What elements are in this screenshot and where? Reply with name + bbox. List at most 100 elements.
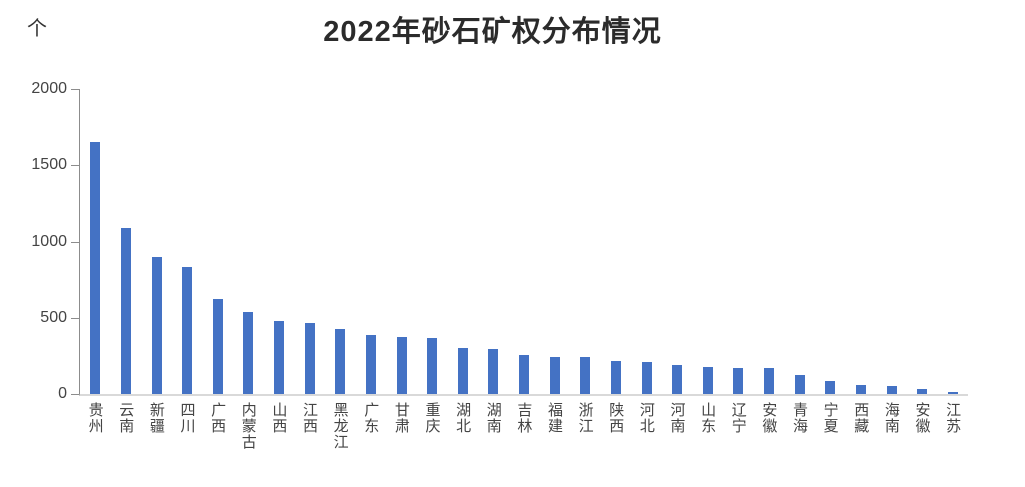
x-tick-label: 海南: [875, 402, 906, 450]
x-tick-label-text: 河北: [637, 402, 655, 434]
x-tick-label: 湖南: [477, 402, 508, 450]
x-tick-label-text: 宁夏: [821, 402, 839, 434]
x-tick-label-text: 河南: [668, 402, 686, 434]
x-tick-label-text: 安徽: [913, 402, 931, 434]
x-tick-label-text: 湖南: [484, 402, 502, 434]
bar-slot: [356, 89, 387, 394]
bar-湖南: [488, 348, 499, 394]
x-tick-label: 贵州: [79, 402, 110, 450]
bar-slot: [417, 89, 448, 394]
bar-宁夏: [825, 380, 836, 394]
bar-slot: [478, 89, 509, 394]
x-tick-label: 辽宁: [722, 402, 753, 450]
y-tick-mark: [71, 89, 79, 90]
x-tick-label-text: 云南: [117, 402, 135, 434]
x-tick-label-text: 陕西: [607, 402, 625, 434]
x-tick-label: 新疆: [140, 402, 171, 450]
bar-湖北: [457, 347, 468, 394]
bar-slot: [601, 89, 632, 394]
x-tick-label-text: 贵州: [86, 402, 104, 434]
x-tick-label-text: 山西: [270, 402, 288, 434]
x-tick-label-text: 内蒙古: [239, 402, 257, 450]
bar-安徽: [917, 388, 928, 394]
bar-甘肃: [396, 337, 407, 394]
bars-container: [80, 89, 968, 394]
bar-陕西: [610, 361, 621, 394]
x-tick-label: 青海: [783, 402, 814, 450]
x-tick-label-text: 广西: [209, 402, 227, 434]
x-tick-label-text: 辽宁: [729, 402, 747, 434]
x-tick-label: 西藏: [845, 402, 876, 450]
y-tick-mark: [71, 317, 79, 319]
x-tick-label-text: 黑龙江: [331, 402, 349, 450]
bar-云南: [120, 227, 131, 394]
bar-青海: [794, 374, 805, 394]
bar-slot: [723, 89, 754, 394]
y-tick-mark: [71, 394, 79, 395]
chart-title: 2022年砂石矿权分布情况: [323, 16, 662, 48]
bar-slot: [203, 89, 234, 394]
bar-slot: [509, 89, 540, 394]
x-tick-label: 四川: [171, 402, 202, 450]
bar-slot: [754, 89, 785, 394]
x-tick-label-text: 新疆: [147, 402, 165, 434]
x-tick-label: 山东: [692, 402, 723, 450]
bar-重庆: [427, 338, 438, 394]
bar-四川: [182, 266, 193, 394]
bar-福建: [549, 356, 560, 394]
x-tick-label: 安徽: [906, 402, 937, 450]
x-tick-label-text: 西藏: [852, 402, 870, 434]
bar-slot: [80, 89, 111, 394]
bar-西藏: [855, 385, 866, 394]
bar-slot: [815, 89, 846, 394]
x-tick-label-text: 重庆: [423, 402, 441, 434]
bar-slot: [876, 89, 907, 394]
bar-河北: [641, 362, 652, 394]
bar-slot: [264, 89, 295, 394]
bar-slot: [662, 89, 693, 394]
y-tick-mark: [71, 165, 79, 167]
bar-slot: [172, 89, 203, 394]
x-tick-label-text: 安徽: [760, 402, 778, 434]
x-tick-label: 宁夏: [814, 402, 845, 450]
y-tick-label: 2000: [31, 80, 67, 97]
bar-内蒙古: [243, 312, 254, 394]
bar-江苏: [947, 391, 958, 394]
bar-吉林: [519, 355, 530, 394]
x-tick-label: 山西: [263, 402, 294, 450]
bar-河南: [672, 365, 683, 394]
x-tick-label-text: 吉林: [515, 402, 533, 434]
x-tick-label: 浙江: [569, 402, 600, 450]
x-tick-label-text: 海南: [882, 402, 900, 434]
x-tick-label: 云南: [110, 402, 141, 450]
x-tick-label: 内蒙古: [232, 402, 263, 450]
x-tick-label-text: 浙江: [576, 402, 594, 434]
x-tick-label-text: 甘肃: [392, 402, 410, 434]
bar-slot: [631, 89, 662, 394]
x-tick-label-text: 湖北: [454, 402, 472, 434]
x-tick-label: 河南: [661, 402, 692, 450]
x-tick-label-text: 山东: [699, 402, 717, 434]
bar-贵州: [90, 141, 101, 394]
bar-辽宁: [733, 367, 744, 394]
x-tick-label: 吉林: [508, 402, 539, 450]
y-tick-label: 1000: [31, 232, 67, 250]
bar-slot: [938, 89, 969, 394]
bar-slot: [784, 89, 815, 394]
bar-广东: [365, 334, 376, 394]
bar-山东: [702, 367, 713, 394]
bar-slot: [386, 89, 417, 394]
bar-黑龙江: [335, 329, 346, 394]
bar-slot: [846, 89, 877, 394]
x-tick-label: 湖北: [447, 402, 478, 450]
x-tick-label: 江苏: [937, 402, 968, 450]
x-tick-label-text: 福建: [545, 402, 563, 434]
bar-新疆: [151, 256, 162, 394]
bar-slot: [539, 89, 570, 394]
plot-area: 0 500 1000 1500 2000: [31, 80, 968, 402]
bar-山西: [274, 321, 285, 394]
bar-江西: [304, 323, 315, 394]
bar-slot: [294, 89, 325, 394]
bar-安徽: [764, 368, 775, 394]
